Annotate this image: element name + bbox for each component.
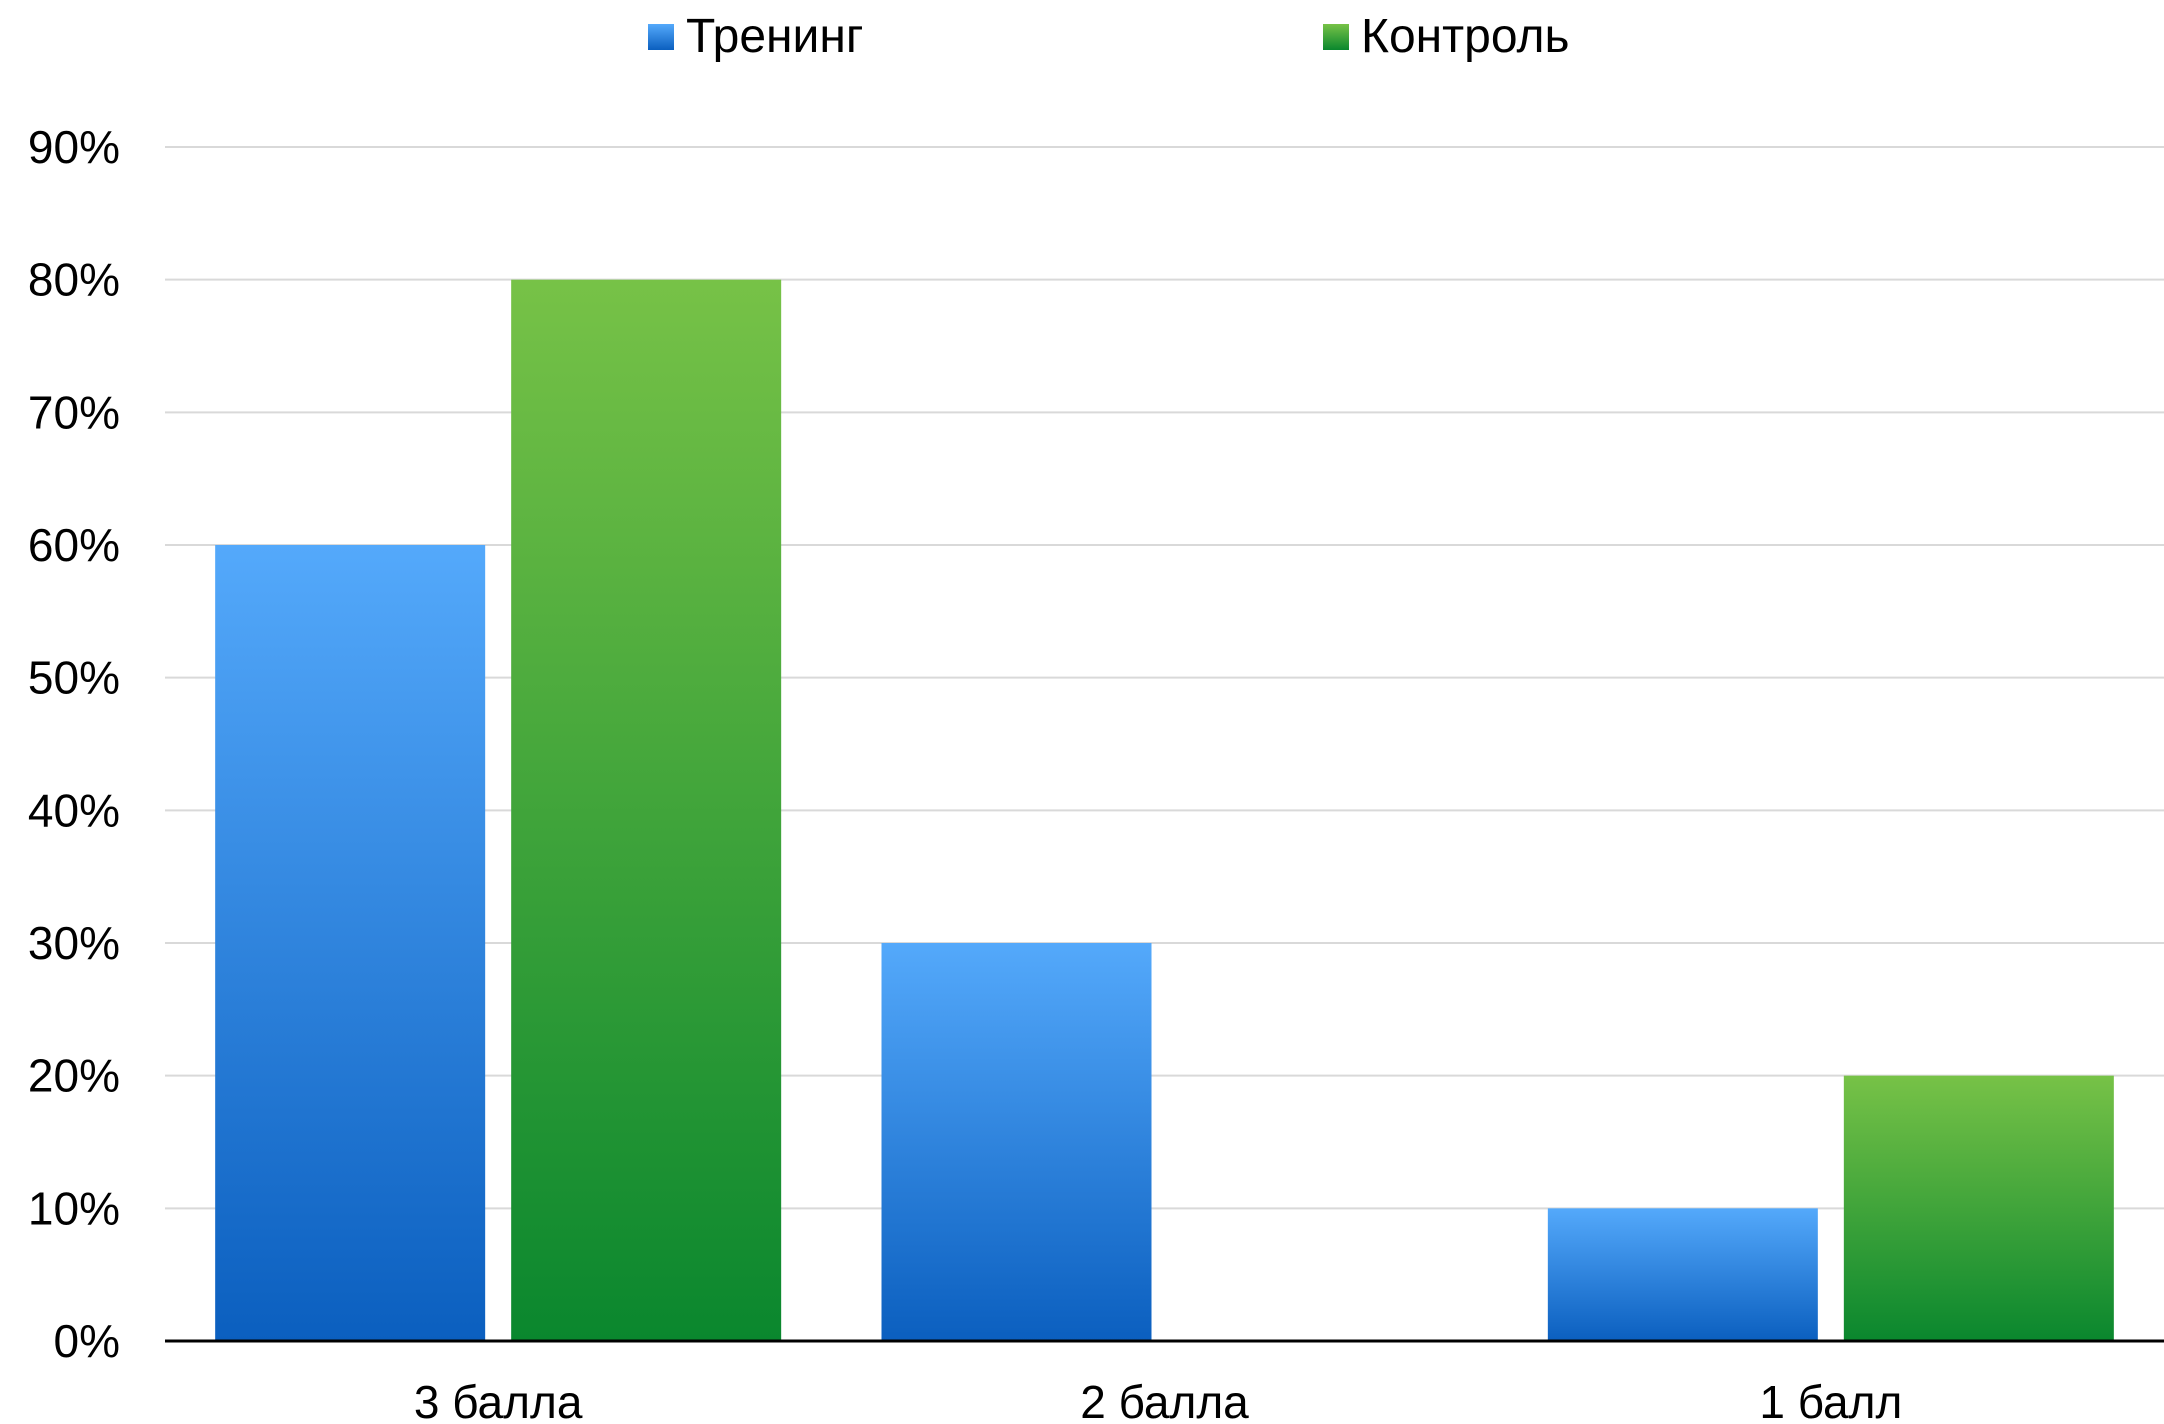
x-axis-tick-labels: 3 балла 2 балла 1 балл [414, 1376, 1902, 1424]
y-tick-label: 40% [28, 784, 120, 836]
bar [215, 545, 485, 1341]
legend-swatch [1323, 24, 1349, 50]
bar [1844, 1076, 2114, 1341]
bar [1548, 1208, 1818, 1341]
y-tick-label: 60% [28, 519, 120, 571]
y-tick-label: 10% [28, 1182, 120, 1234]
legend-swatch [648, 24, 674, 50]
y-tick-label: 50% [28, 652, 120, 704]
y-tick-label: 90% [28, 121, 120, 173]
legend-label: Тренинг [686, 10, 863, 63]
y-axis-tick-labels: 0% 10% 20% 30% 40% 50% 60% 70% 80% 90% [28, 121, 120, 1367]
y-tick-label: 70% [28, 386, 120, 438]
x-tick-label: 2 балла [1080, 1376, 1249, 1424]
y-tick-label: 80% [28, 254, 120, 306]
y-tick-label: 30% [28, 917, 120, 969]
legend-label: Контроль [1361, 10, 1570, 63]
y-tick-label: 0% [54, 1315, 120, 1367]
x-tick-label: 1 балл [1759, 1376, 1902, 1424]
bar [882, 943, 1152, 1341]
y-tick-label: 20% [28, 1050, 120, 1102]
legend: Тренинг Контроль [648, 10, 1570, 63]
x-tick-label: 3 балла [414, 1376, 583, 1424]
bar [511, 280, 781, 1341]
